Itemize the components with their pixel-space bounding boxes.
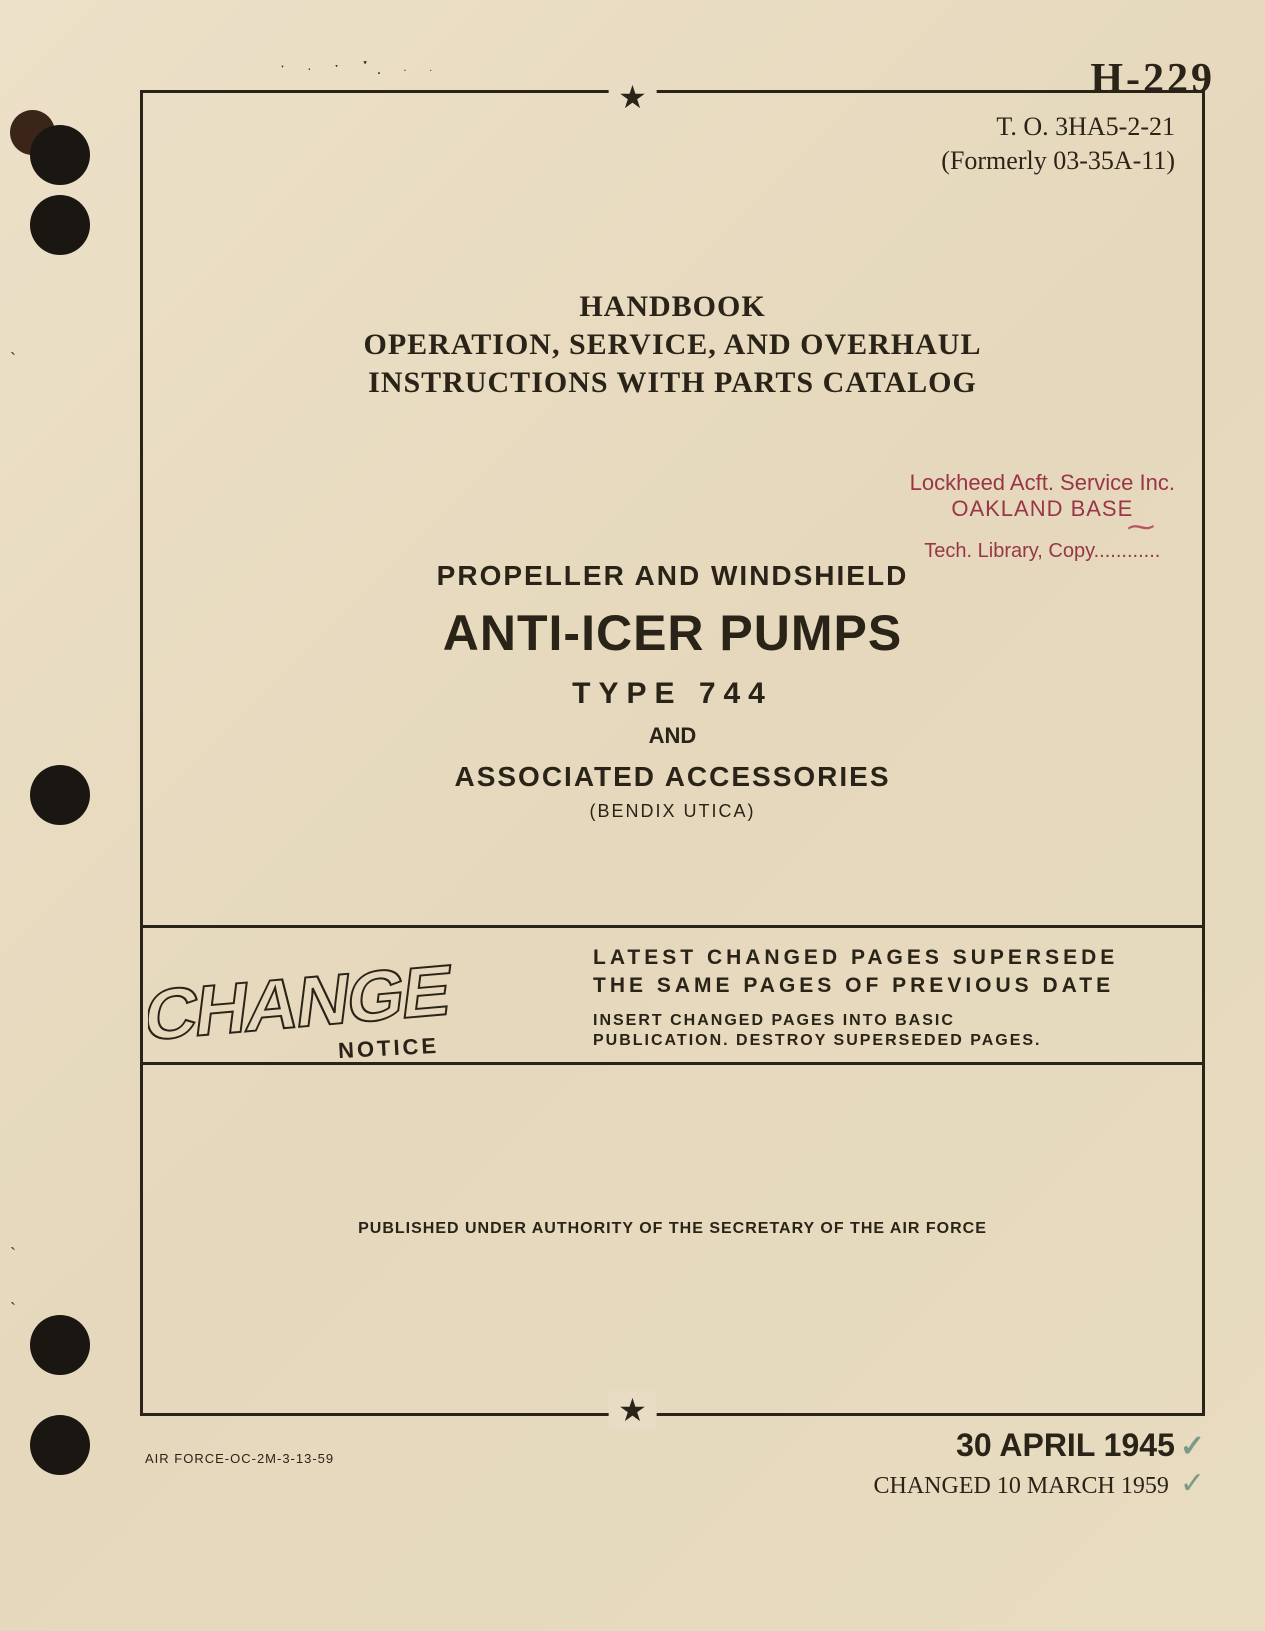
date-text: CHANGED 10 MARCH 1959 — [874, 1473, 1169, 1499]
checkmark-icon: ✓ — [1180, 1467, 1205, 1500]
date-text: 30 APRIL 1945 — [956, 1427, 1175, 1463]
punch-hole — [30, 1415, 90, 1475]
change-notice-box: CHANGE NOTICE LATEST CHANGED PAGES SUPER… — [143, 925, 1202, 1065]
handbook-title: HANDBOOK — [140, 290, 1205, 324]
title-main: ANTI-ICER PUMPS — [140, 604, 1205, 662]
punch-hole — [30, 765, 90, 825]
document-page: ˑ · ˑ ˑ. · · H-229 ˏ ˏ ˎ ★ ★ T. O. 3HA5-… — [0, 0, 1265, 1631]
title-conjunction: AND — [140, 723, 1205, 749]
paper-speckles: ˑ · ˑ ˑ. · · — [280, 50, 440, 82]
title-equipment: PROPELLER AND WINDSHIELD — [140, 560, 1205, 592]
document-dates: 30 APRIL 1945✓ CHANGED 10 MARCH 1959 ✓ — [874, 1427, 1206, 1501]
to-main: T. O. 3HA5-2-21 — [941, 110, 1175, 144]
change-text: THE SAME PAGES OF PREVIOUS DATE — [593, 974, 1182, 998]
margin-mark: ˎ — [10, 1285, 16, 1306]
original-date: 30 APRIL 1945✓ — [874, 1427, 1206, 1464]
library-stamp: Lockheed Acft. Service Inc. OAKLAND BASE… — [910, 470, 1175, 563]
handbook-subtitle: INSTRUCTIONS WITH PARTS CATALOG — [140, 366, 1205, 400]
change-notice-graphic: CHANGE NOTICE — [143, 928, 583, 1062]
margin-mark: ˏ — [10, 1230, 16, 1251]
punch-hole — [30, 125, 90, 185]
punch-hole — [30, 195, 90, 255]
star-icon: ★ — [608, 78, 657, 116]
stamp-mark: ⁓ — [1127, 510, 1155, 543]
print-code: AIR FORCE-OC-2M-3-13-59 — [145, 1451, 334, 1466]
punch-hole — [30, 1315, 90, 1375]
document-title: PROPELLER AND WINDSHIELD ANTI-ICER PUMPS… — [140, 560, 1205, 822]
technical-order-number: T. O. 3HA5-2-21 (Formerly 03-35A-11) — [941, 110, 1175, 178]
to-formerly: (Formerly 03-35A-11) — [941, 144, 1175, 178]
change-instruction: INSERT CHANGED PAGES INTO BASIC — [593, 1012, 1182, 1030]
notice-word: NOTICE — [337, 1032, 439, 1062]
title-type: TYPE 744 — [140, 677, 1205, 711]
revision-date: CHANGED 10 MARCH 1959 ✓ — [874, 1466, 1206, 1501]
change-notice-text: LATEST CHANGED PAGES SUPERSEDE THE SAME … — [583, 928, 1202, 1062]
publication-authority: PUBLISHED UNDER AUTHORITY OF THE SECRETA… — [140, 1220, 1205, 1238]
title-manufacturer: (BENDIX UTICA) — [140, 801, 1205, 822]
handbook-heading: HANDBOOK OPERATION, SERVICE, AND OVERHAU… — [140, 290, 1205, 400]
title-accessories: ASSOCIATED ACCESSORIES — [140, 761, 1205, 793]
stamp-company: Lockheed Acft. Service Inc. — [910, 470, 1175, 496]
change-instruction: PUBLICATION. DESTROY SUPERSEDED PAGES. — [593, 1032, 1182, 1050]
change-text: LATEST CHANGED PAGES SUPERSEDE — [593, 946, 1182, 970]
checkmark-icon: ✓ — [1180, 1430, 1205, 1463]
star-icon: ★ — [608, 1391, 657, 1429]
handbook-subtitle: OPERATION, SERVICE, AND OVERHAUL — [140, 328, 1205, 362]
margin-mark: ˏ — [10, 335, 16, 356]
